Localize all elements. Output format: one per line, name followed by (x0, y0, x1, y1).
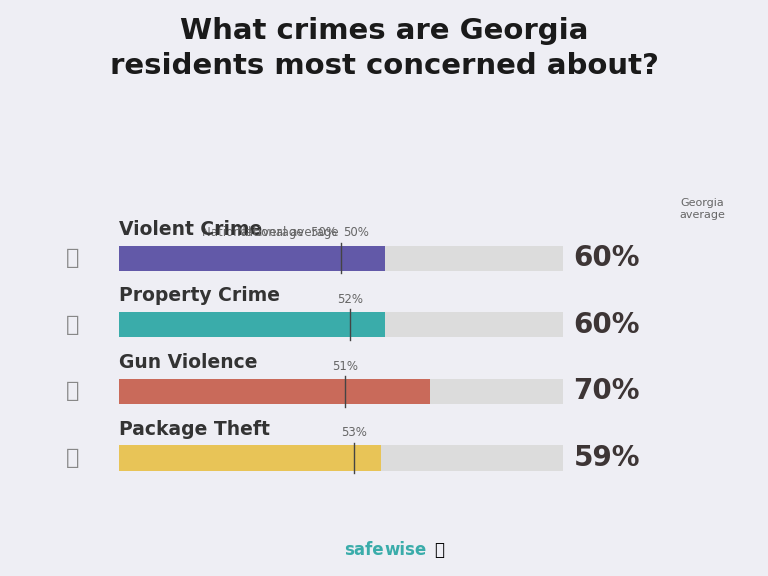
Text: Georgia
average: Georgia average (680, 198, 726, 220)
Text: 🔗: 🔗 (66, 248, 80, 268)
Text: National average: National average (237, 226, 339, 239)
Text: Gun Violence: Gun Violence (119, 353, 257, 372)
Text: 🏠: 🏠 (66, 314, 80, 335)
Text: Package Theft: Package Theft (119, 419, 270, 438)
Text: 🦉: 🦉 (434, 541, 444, 559)
Bar (119, 378, 430, 404)
Bar (119, 312, 386, 338)
Text: 52%: 52% (337, 293, 362, 306)
Bar (119, 445, 381, 471)
Text: 59%: 59% (574, 444, 640, 472)
Text: wise: wise (384, 541, 426, 559)
Bar (119, 445, 563, 471)
Text: What crimes are Georgia
residents most concerned about?: What crimes are Georgia residents most c… (110, 17, 658, 80)
Bar (119, 245, 386, 271)
Bar (119, 312, 563, 338)
Text: safe: safe (344, 541, 384, 559)
Bar (119, 378, 563, 404)
Text: 📦: 📦 (66, 448, 80, 468)
Text: Violent Crime: Violent Crime (119, 220, 263, 239)
Text: 51%: 51% (333, 359, 359, 373)
Bar (119, 245, 563, 271)
Text: National average  50%: National average 50% (202, 226, 337, 239)
Text: 70%: 70% (574, 377, 640, 406)
Text: 🔫: 🔫 (66, 381, 80, 401)
Text: Property Crime: Property Crime (119, 286, 280, 305)
Text: 60%: 60% (574, 310, 640, 339)
Text: 53%: 53% (341, 426, 367, 439)
Text: 60%: 60% (574, 244, 640, 272)
Text: 50%: 50% (343, 226, 369, 239)
